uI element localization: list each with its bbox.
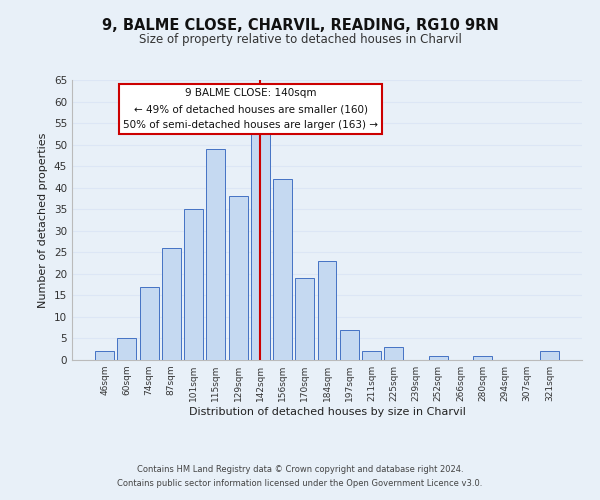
Bar bbox=[95, 352, 114, 360]
Bar bbox=[295, 278, 314, 360]
Bar bbox=[362, 352, 381, 360]
Bar bbox=[317, 261, 337, 360]
Bar bbox=[340, 330, 359, 360]
Bar bbox=[473, 356, 492, 360]
Bar bbox=[251, 128, 270, 360]
Bar bbox=[140, 287, 158, 360]
Bar bbox=[384, 347, 403, 360]
Bar bbox=[206, 149, 225, 360]
Text: Size of property relative to detached houses in Charvil: Size of property relative to detached ho… bbox=[139, 32, 461, 46]
Bar bbox=[229, 196, 248, 360]
Text: Contains HM Land Registry data © Crown copyright and database right 2024.
Contai: Contains HM Land Registry data © Crown c… bbox=[118, 466, 482, 487]
Text: 9 BALME CLOSE: 140sqm
← 49% of detached houses are smaller (160)
50% of semi-det: 9 BALME CLOSE: 140sqm ← 49% of detached … bbox=[123, 88, 378, 130]
Y-axis label: Number of detached properties: Number of detached properties bbox=[38, 132, 49, 308]
Bar bbox=[540, 352, 559, 360]
Bar bbox=[118, 338, 136, 360]
X-axis label: Distribution of detached houses by size in Charvil: Distribution of detached houses by size … bbox=[188, 407, 466, 417]
Text: 9, BALME CLOSE, CHARVIL, READING, RG10 9RN: 9, BALME CLOSE, CHARVIL, READING, RG10 9… bbox=[101, 18, 499, 32]
Bar bbox=[273, 179, 292, 360]
Bar bbox=[162, 248, 181, 360]
Bar bbox=[429, 356, 448, 360]
Bar bbox=[184, 209, 203, 360]
